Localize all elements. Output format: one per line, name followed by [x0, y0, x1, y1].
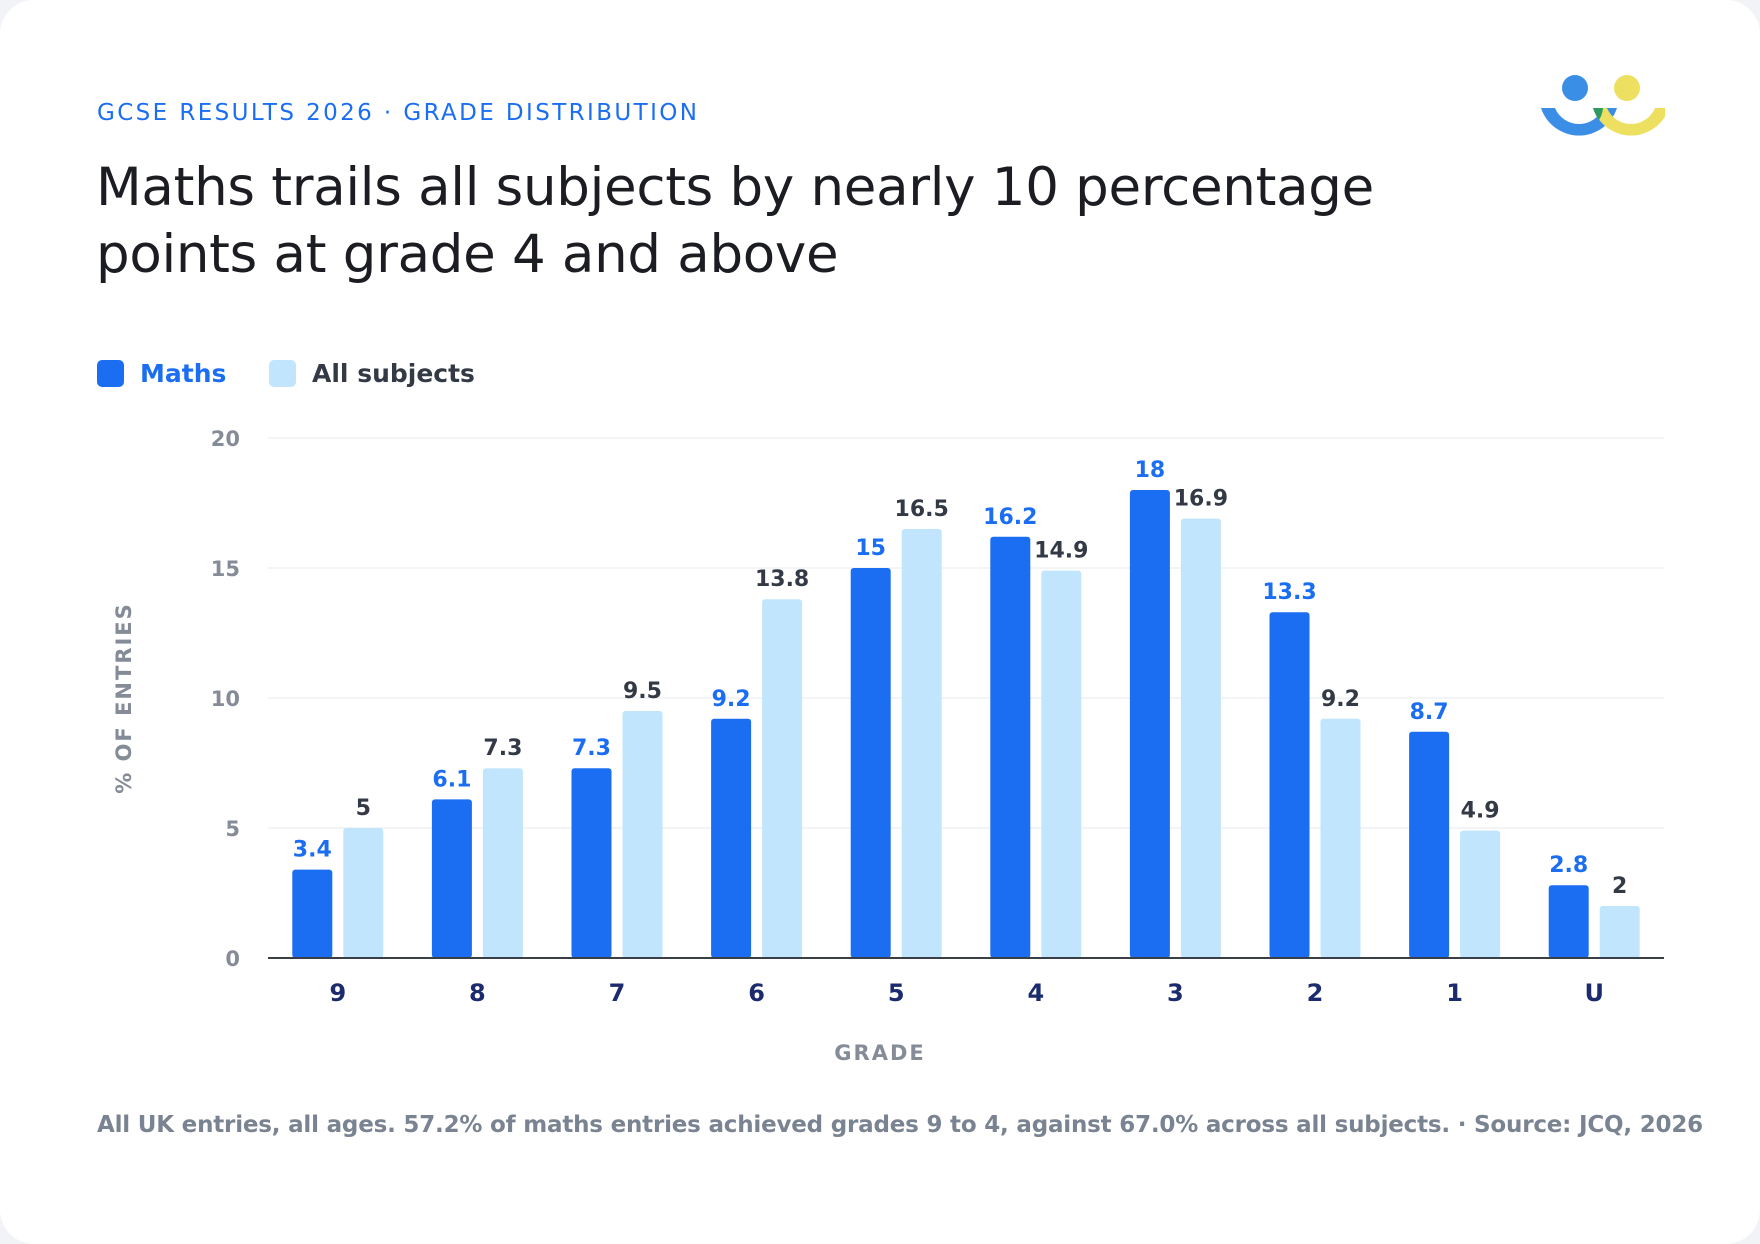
bar-maths [850, 568, 891, 958]
bar-all-subjects [482, 768, 523, 958]
bar-all-subjects [1460, 830, 1501, 958]
legend-label-maths: Maths [140, 359, 227, 388]
data-label: 2 [1612, 874, 1627, 899]
bar-maths [711, 718, 752, 958]
logo-head-yellow [1614, 75, 1640, 101]
x-axis-title: GRADE [834, 1041, 925, 1065]
bar-maths [1269, 612, 1310, 958]
x-tick-label: 8 [469, 979, 486, 1007]
x-tick-label: 9 [329, 979, 346, 1007]
y-axis-title: % OF ENTRIES [112, 602, 136, 794]
x-tick-label: 5 [888, 979, 905, 1007]
y-tick-label: 20 [211, 427, 240, 451]
data-label: 7.3 [572, 736, 611, 761]
data-label: 18 [1135, 458, 1166, 483]
data-label: 9.5 [623, 679, 662, 704]
bar-maths [1548, 885, 1589, 958]
data-label: 13.3 [1262, 580, 1316, 605]
bar-all-subjects [622, 711, 663, 958]
y-tick-label: 10 [211, 687, 240, 711]
two-people-logo-icon [1541, 75, 1665, 136]
data-label: 6.1 [432, 767, 471, 792]
y-tick-label: 5 [225, 817, 240, 841]
bar-maths [292, 869, 333, 958]
chart-footnote: All UK entries, all ages. 57.2% of maths… [97, 1112, 1703, 1138]
bar-maths [990, 536, 1031, 958]
x-tick-label: 7 [609, 979, 626, 1007]
data-label: 9.2 [712, 687, 751, 712]
data-label: 15 [855, 536, 886, 561]
data-label: 9.2 [1321, 687, 1360, 712]
data-label: 3.4 [293, 838, 332, 863]
legend-swatch-maths [97, 360, 124, 387]
logo-overlap-green [1593, 108, 1603, 120]
bar-all-subjects [1320, 718, 1361, 958]
bar-all-subjects [901, 529, 942, 958]
data-label: 13.8 [755, 567, 809, 592]
bar-all-subjects [1041, 570, 1082, 958]
logo-body-yellow [1593, 108, 1665, 136]
bar-maths [571, 768, 612, 958]
bar-all-subjects [1599, 906, 1640, 958]
data-label: 4.9 [1461, 799, 1500, 824]
logo-head-blue [1562, 75, 1588, 101]
data-label: 7.3 [483, 736, 522, 761]
data-label: 8.7 [1410, 700, 1449, 725]
legend-label-all-subjects: All subjects [312, 359, 475, 388]
data-label: 16.2 [983, 505, 1037, 530]
bar-all-subjects [343, 828, 384, 958]
data-label: 16.9 [1174, 487, 1228, 512]
y-tick-label: 0 [225, 947, 240, 971]
y-tick-label: 15 [211, 557, 240, 581]
x-tick-label: 3 [1167, 979, 1184, 1007]
data-label: 5 [356, 796, 371, 821]
legend-swatch-all-subjects [269, 360, 296, 387]
data-label: 2.8 [1549, 853, 1588, 878]
x-tick-label: 4 [1027, 979, 1044, 1007]
logo-body-blue [1541, 108, 1617, 136]
x-tick-label: 1 [1446, 979, 1463, 1007]
x-tick-label: U [1584, 979, 1604, 1007]
x-tick-label: 6 [748, 979, 765, 1007]
bar-all-subjects [1180, 518, 1221, 958]
bar-all-subjects [762, 599, 803, 958]
x-tick-label: 2 [1307, 979, 1324, 1007]
chart-eyebrow: GCSE RESULTS 2026 · GRADE DISTRIBUTION [97, 100, 700, 126]
bar-maths [431, 799, 472, 958]
data-label: 16.5 [895, 497, 949, 522]
data-label: 14.9 [1034, 539, 1088, 564]
bar-maths [1409, 731, 1450, 958]
chart-title: Maths trails all subjects by nearly 10 p… [96, 157, 1374, 285]
bar-maths [1129, 490, 1170, 958]
